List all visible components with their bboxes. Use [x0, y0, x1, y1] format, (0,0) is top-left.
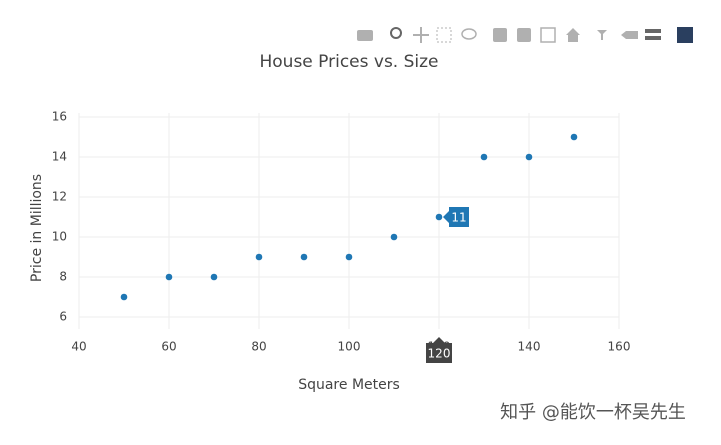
zoom-out-icon[interactable] — [517, 28, 531, 42]
y-tick-label: 14 — [52, 150, 67, 164]
point — [165, 273, 173, 281]
x-axis-label: Square Meters — [298, 377, 400, 393]
hover-text: 120 — [428, 347, 451, 361]
zoom-icon[interactable] — [390, 27, 402, 39]
point — [480, 153, 488, 161]
point — [210, 273, 218, 281]
pan-icon[interactable] — [413, 27, 429, 43]
reset-icon[interactable] — [566, 28, 580, 42]
point — [120, 293, 128, 301]
point — [255, 253, 263, 261]
x-tick-label: 80 — [251, 340, 266, 354]
box-select-icon[interactable] — [436, 27, 452, 43]
point — [525, 153, 533, 161]
chart-title: House Prices vs. Size — [259, 52, 438, 72]
x-tick-label: 160 — [608, 340, 631, 354]
hover-closest-icon[interactable] — [621, 31, 638, 39]
x-tick-label: 40 — [71, 340, 86, 354]
point — [345, 253, 353, 261]
y-tick-label: 10 — [52, 230, 67, 244]
point — [390, 233, 398, 241]
hover-box — [426, 337, 452, 363]
lasso-icon[interactable] — [461, 28, 477, 40]
point — [435, 213, 443, 221]
y-axis-label: Price in Millions — [29, 174, 45, 282]
y-tick-label: 16 — [52, 110, 67, 124]
x-hover-label: 120 — [426, 337, 452, 363]
hover-text: 11 — [451, 211, 466, 225]
point — [570, 133, 578, 141]
x-tick-label: 100 — [338, 340, 361, 354]
y-tick-label: 12 — [52, 190, 67, 204]
y-tick-label: 6 — [59, 310, 67, 324]
hover-compare-icon[interactable] — [645, 29, 661, 40]
x-tick-label: 60 — [161, 340, 176, 354]
watermark: 知乎 @能饮一杯吴先生 — [500, 402, 686, 423]
y-hover-label: 11 — [443, 207, 469, 227]
modebar — [357, 27, 693, 43]
y-tick-label: 8 — [59, 270, 67, 284]
zoom-in-icon[interactable] — [493, 28, 507, 42]
autoscale-icon[interactable] — [540, 27, 556, 43]
hover-box — [443, 207, 469, 227]
spike-icon[interactable] — [597, 30, 607, 40]
camera-icon[interactable] — [357, 30, 373, 41]
x-tick-label: 140 — [518, 340, 541, 354]
plotly-logo[interactable] — [677, 27, 693, 43]
point — [300, 253, 308, 261]
